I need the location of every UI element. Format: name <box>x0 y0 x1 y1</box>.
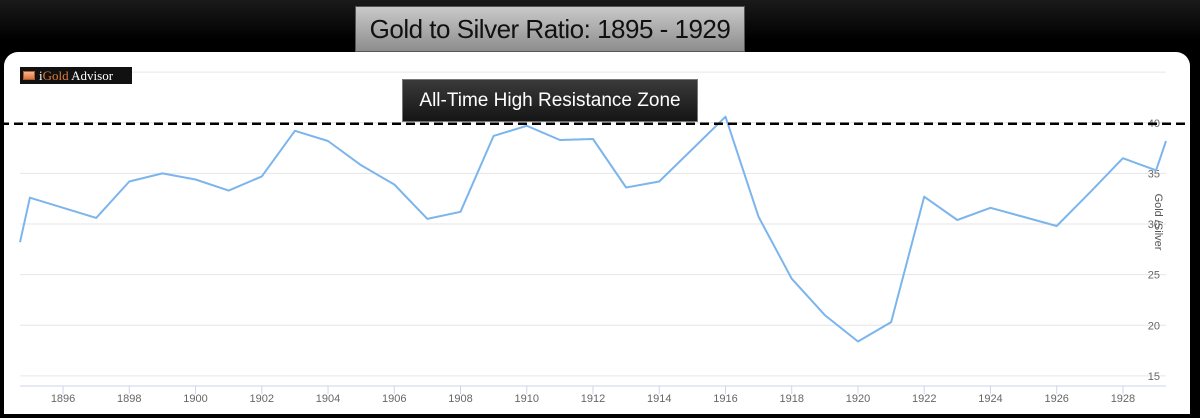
logo-text: iGold Advisor <box>39 68 113 84</box>
resistance-zone-label: All-Time High Resistance Zone <box>402 79 698 122</box>
x-tick-label-1920: 1920 <box>846 393 870 405</box>
chart-title: Gold to Silver Ratio: 1895 - 1929 <box>355 6 745 52</box>
series-line-gold-silver-ratio <box>19 115 1167 343</box>
x-tick-label-1900: 1900 <box>183 393 207 405</box>
x-tick-label-1916: 1916 <box>713 393 737 405</box>
x-tick-label-1926: 1926 <box>1044 393 1068 405</box>
igold-logo[interactable]: iGold Advisor <box>20 67 132 84</box>
y-tick-label-20: 20 <box>1148 320 1160 332</box>
y-tick-label-35: 35 <box>1148 168 1160 180</box>
logo-suffix: Advisor <box>68 67 114 83</box>
x-tick-label-1906: 1906 <box>382 393 406 405</box>
igold-logo-icon <box>23 71 35 80</box>
x-tick-label-1910: 1910 <box>515 393 539 405</box>
logo-prefix: i <box>39 67 43 83</box>
y-tick-label-30: 30 <box>1148 219 1160 231</box>
x-tick-label-1904: 1904 <box>316 393 340 405</box>
x-tick-label-1918: 1918 <box>779 393 803 405</box>
x-tick-label-1896: 1896 <box>51 393 75 405</box>
x-tick-label-1908: 1908 <box>448 393 472 405</box>
x-tick-label-1914: 1914 <box>647 393 671 405</box>
y-tick-label-15: 15 <box>1148 371 1160 383</box>
x-tick-label-1924: 1924 <box>978 393 1002 405</box>
y-tick-label-25: 25 <box>1148 270 1160 282</box>
x-tick-label-1928: 1928 <box>1111 393 1135 405</box>
x-tick-label-1902: 1902 <box>250 393 274 405</box>
x-tick-label-1922: 1922 <box>912 393 936 405</box>
logo-brand: Gold <box>42 67 69 83</box>
y-axis-label: Gold /Silver <box>1152 193 1164 251</box>
x-tick-label-1912: 1912 <box>581 393 605 405</box>
x-tick-label-1898: 1898 <box>117 393 141 405</box>
